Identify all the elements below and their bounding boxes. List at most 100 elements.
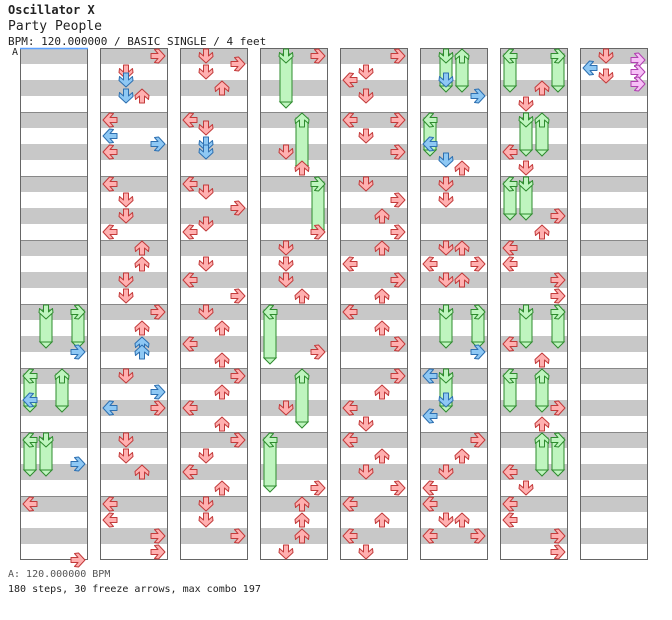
beat-stripe <box>580 288 648 304</box>
beat-stripe <box>500 240 568 256</box>
note-up-arrow <box>214 320 230 336</box>
note-up-arrow <box>134 344 150 360</box>
beat-stripe <box>580 432 648 448</box>
arrow-head <box>262 432 278 448</box>
beat-stripe <box>20 48 88 64</box>
arrow-head <box>534 80 550 96</box>
column-border <box>340 48 408 560</box>
arrow-head <box>358 88 374 104</box>
beat-stripe <box>500 64 568 80</box>
note-right-arrow <box>390 144 406 160</box>
beat-stripe <box>20 352 88 368</box>
beat-stripe <box>180 512 248 528</box>
arrow-head <box>230 368 246 384</box>
arrow-head <box>294 368 310 384</box>
note-left-arrow <box>102 128 118 144</box>
note-down-arrow <box>38 304 54 349</box>
beat-stripe <box>340 448 408 464</box>
arrow-head <box>134 344 150 360</box>
beat-stripe <box>420 512 488 528</box>
arrow-head <box>310 48 326 64</box>
beat-stripe <box>420 112 488 128</box>
arrow-head <box>630 64 646 80</box>
arrow-head <box>198 120 214 136</box>
arrow-head <box>390 112 406 128</box>
note-left-arrow <box>182 400 198 416</box>
beat-stripe <box>180 496 248 512</box>
column-border <box>420 48 488 560</box>
beat-stripe <box>500 512 568 528</box>
arrow-head <box>182 224 198 240</box>
chart-column-1 <box>20 48 88 560</box>
chart-column-4 <box>260 48 328 560</box>
arrow-head <box>342 72 358 88</box>
freeze-end <box>38 341 54 349</box>
arrow-head <box>342 304 358 320</box>
arrow-head <box>278 144 294 160</box>
beat-stripe <box>180 304 248 320</box>
beat-stripe <box>180 64 248 80</box>
beat-stripe <box>420 144 488 160</box>
note-left-arrow <box>582 60 598 76</box>
beat-stripe <box>500 416 568 432</box>
arrow-head <box>22 392 38 408</box>
beat-stripe <box>260 240 328 256</box>
note-up-arrow <box>534 432 550 477</box>
freeze-end <box>550 341 566 349</box>
arrow-head <box>182 336 198 352</box>
beat-stripe <box>20 528 88 544</box>
note-up-arrow <box>374 384 390 400</box>
beat-stripe <box>500 400 568 416</box>
beat-stripe <box>100 480 168 496</box>
arrow-head <box>278 544 294 560</box>
beat-stripe <box>340 112 408 128</box>
beat-stripe <box>420 256 488 272</box>
beat-stripe <box>180 160 248 176</box>
beat-stripe <box>260 272 328 288</box>
beat-stripe <box>500 528 568 544</box>
arrow-head <box>502 512 518 528</box>
arrow-head <box>182 176 198 192</box>
arrow-head <box>198 496 214 512</box>
note-down-arrow <box>438 304 454 349</box>
note-left-arrow <box>342 400 358 416</box>
beat-stripe <box>580 256 648 272</box>
arrow-head <box>278 240 294 256</box>
arrow-head <box>358 64 374 80</box>
arrow-head <box>358 464 374 480</box>
beat-stripe <box>180 288 248 304</box>
beat-stripe <box>20 256 88 272</box>
arrow-head <box>518 96 534 112</box>
note-right-arrow <box>390 480 406 496</box>
beat-stripe <box>20 336 88 352</box>
beat-stripe <box>340 432 408 448</box>
note-right-arrow <box>550 304 566 349</box>
note-left-arrow <box>502 368 518 413</box>
beat-stripe <box>500 144 568 160</box>
arrow-head <box>70 304 86 320</box>
beat-stripe <box>180 176 248 192</box>
beat-stripe <box>100 272 168 288</box>
note-right-arrow <box>550 48 566 93</box>
arrow-head <box>454 272 470 288</box>
freeze-end <box>534 405 550 413</box>
note-right-arrow <box>470 88 486 104</box>
arrow-head <box>438 304 454 320</box>
beat-stripe <box>500 208 568 224</box>
note-up-arrow <box>134 320 150 336</box>
note-right-arrow <box>150 528 166 544</box>
beat-stripe <box>420 480 488 496</box>
arrow-head <box>550 544 566 560</box>
beat-stripe <box>580 480 648 496</box>
note-left-arrow <box>182 464 198 480</box>
beat-stripe <box>20 320 88 336</box>
beat-stripe <box>260 528 328 544</box>
note-right-arrow <box>470 304 486 349</box>
arrow-head <box>22 432 38 448</box>
arrow-head <box>310 224 326 240</box>
note-down-arrow <box>38 432 54 477</box>
beat-stripe <box>20 416 88 432</box>
beat-stripe <box>340 368 408 384</box>
beat-stripe <box>100 160 168 176</box>
beat-stripe <box>180 80 248 96</box>
